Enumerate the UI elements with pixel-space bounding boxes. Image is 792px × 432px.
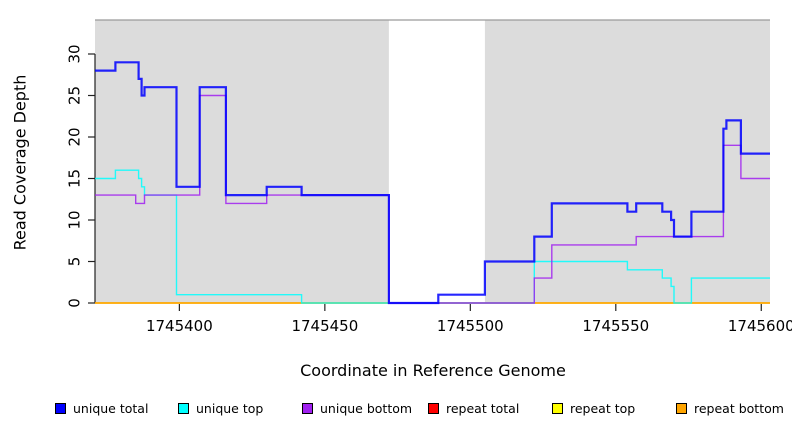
x-tick-label: 1745550	[582, 317, 649, 335]
y-tick-label: 25	[66, 86, 84, 105]
legend-label: repeat bottom	[694, 400, 784, 416]
legend-label: unique bottom	[320, 400, 413, 416]
y-tick-label: 20	[66, 127, 84, 146]
legend-swatch-icon	[428, 402, 439, 414]
legend-item-repeat-top: repeat top	[552, 398, 635, 418]
x-tick-label: 1745500	[437, 317, 504, 335]
x-tick-label: 1745450	[291, 317, 358, 335]
legend-item-repeat-total: repeat total	[428, 398, 519, 418]
x-axis-title: Coordinate in Reference Genome	[300, 361, 566, 380]
series-line-unique-total	[95, 61, 770, 305]
legend-swatch-icon	[302, 402, 313, 414]
legend-swatch-icon	[55, 402, 66, 414]
legend-swatch-icon	[552, 402, 563, 414]
legend-label: repeat top	[570, 400, 636, 416]
legend-label: repeat total	[446, 400, 520, 416]
legend-swatch-icon	[178, 402, 189, 414]
y-tick-label: 10	[66, 210, 84, 229]
y-axis-title: Read Coverage Depth	[10, 74, 30, 251]
y-tick-label: 15	[66, 169, 84, 188]
legend-swatch-icon	[676, 402, 687, 414]
shaded-region	[95, 20, 389, 303]
legend-item-repeat-bottom: repeat bottom	[676, 398, 784, 418]
legend-label: unique total	[73, 400, 149, 416]
x-tick-label: 1745600	[728, 317, 792, 335]
legend-item-unique-bottom: unique bottom	[302, 398, 412, 418]
y-tick-label: 5	[66, 257, 84, 267]
x-tick-label: 1745400	[146, 317, 213, 335]
y-tick-label: 0	[66, 298, 84, 308]
y-tick-label: 30	[66, 44, 84, 63]
legend-item-unique-top: unique top	[178, 398, 263, 418]
legend: unique total unique top unique bottom repea…	[0, 398, 792, 418]
legend-label: unique top	[196, 400, 264, 416]
legend-item-unique-total: unique total	[55, 398, 148, 418]
